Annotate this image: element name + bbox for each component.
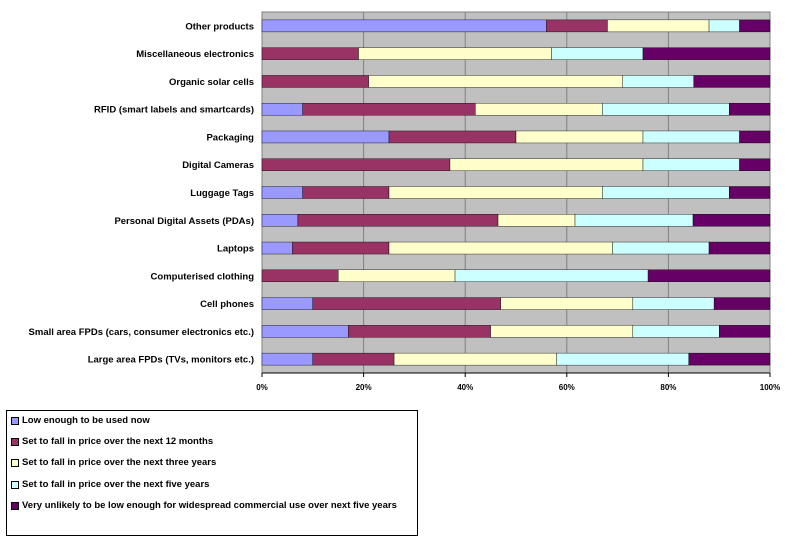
x-tick-label: 60% xyxy=(559,383,575,392)
bar-segment xyxy=(546,19,608,33)
category-label: RFID (smart labels and smartcards) xyxy=(94,105,254,116)
category-label: Packaging xyxy=(206,132,254,143)
x-tick-label: 40% xyxy=(457,383,473,392)
legend-label: Set to fall in price over the next five … xyxy=(22,479,210,490)
legend-label: Very unlikely to be low enough for wides… xyxy=(22,500,397,511)
bar-segment xyxy=(261,325,349,338)
category-label: Miscellaneous electronics xyxy=(136,49,254,60)
legend-entry: Set to fall in price over the next three… xyxy=(11,457,411,468)
legend-entry: Set to fall in price over the next five … xyxy=(11,479,411,490)
category-label: Other products xyxy=(185,21,254,32)
bar-segment xyxy=(602,186,730,199)
category-label: Computerised clothing xyxy=(151,271,255,282)
bar-segment xyxy=(708,241,771,255)
bar-segment xyxy=(632,325,720,338)
bar-segment xyxy=(261,47,359,60)
bar-segment xyxy=(713,297,771,310)
bar-segment xyxy=(454,269,649,283)
bar-segment xyxy=(312,297,501,310)
category-label: Large area FPDs (TVs, monitors etc.) xyxy=(88,355,254,366)
bar-segment xyxy=(368,75,623,88)
bar-segment xyxy=(312,352,395,366)
bar-segment xyxy=(693,75,771,88)
bar-segment xyxy=(297,214,499,227)
bar-segment xyxy=(612,241,710,255)
bar-segment xyxy=(388,130,517,144)
legend-entry: Set to fall in price over the next 12 mo… xyxy=(11,436,411,447)
chart-legend: Low enough to be used now Set to fall in … xyxy=(6,410,418,536)
bar-segment xyxy=(719,325,771,338)
category-label: Organic solar cells xyxy=(169,77,254,88)
bar-segment xyxy=(261,297,313,310)
category-label: Personal Digital Assets (PDAs) xyxy=(114,216,254,227)
legend-label: Set to fall in price over the next three… xyxy=(22,457,217,468)
bar-segment xyxy=(490,325,634,338)
bar-segment xyxy=(388,186,603,199)
bar-segment xyxy=(500,297,634,310)
bar-segment xyxy=(688,352,771,366)
bar-segment xyxy=(261,269,339,283)
bar-segment xyxy=(607,19,710,33)
bar-segment xyxy=(551,47,644,60)
legend-swatch xyxy=(11,438,19,446)
bar-segment xyxy=(475,102,603,116)
bar-segment xyxy=(739,19,771,33)
bar-segment xyxy=(449,158,644,171)
bar-segment xyxy=(261,214,299,227)
bar-segment xyxy=(261,75,369,88)
bar-segment xyxy=(292,241,390,255)
category-label: Laptops xyxy=(217,244,254,255)
x-tick-label: 0% xyxy=(256,383,268,392)
bar-segment xyxy=(708,19,740,33)
bar-segment xyxy=(642,130,740,144)
bar-segment xyxy=(647,269,771,283)
x-tick-label: 100% xyxy=(760,383,780,392)
category-label: Luggage Tags xyxy=(190,188,254,199)
bar-segment xyxy=(739,158,771,171)
x-tick-label: 80% xyxy=(660,383,676,392)
x-tick-label: 20% xyxy=(356,383,372,392)
legend-entry: Low enough to be used now xyxy=(11,415,411,426)
bar-segment xyxy=(261,241,293,255)
legend-entry: Very unlikely to be low enough for wides… xyxy=(11,500,411,511)
legend-swatch xyxy=(11,481,19,489)
bar-segment xyxy=(622,75,694,88)
bar-segment xyxy=(261,352,313,366)
bar-segment xyxy=(729,186,771,199)
category-label: Small area FPDs (cars, consumer electron… xyxy=(29,327,254,338)
bar-segment xyxy=(358,47,552,60)
bar-segment xyxy=(729,102,771,116)
legend-label: Set to fall in price over the next 12 mo… xyxy=(22,436,214,447)
bar-segment xyxy=(515,130,644,144)
bar-segment xyxy=(632,297,715,310)
legend-swatch xyxy=(11,417,19,425)
bar-segment xyxy=(348,325,491,338)
bar-segment xyxy=(338,269,456,283)
bar-segment xyxy=(574,214,694,227)
bar-segment xyxy=(739,130,771,144)
bar-segment xyxy=(261,102,303,116)
bar-segment xyxy=(261,186,303,199)
bar-segment xyxy=(602,102,730,116)
bar-segment xyxy=(642,158,740,171)
bar-segment xyxy=(692,214,771,227)
legend-swatch xyxy=(11,459,19,467)
bar-segment xyxy=(261,130,390,144)
category-label: Digital Cameras xyxy=(182,160,254,171)
bar-segment xyxy=(393,352,557,366)
category-label: Cell phones xyxy=(200,299,254,310)
legend-swatch xyxy=(11,502,19,510)
bar-segment xyxy=(388,241,613,255)
legend-label: Low enough to be used now xyxy=(22,415,150,426)
bar-segment xyxy=(261,19,547,33)
bar-segment xyxy=(642,47,771,60)
bar-segment xyxy=(261,158,451,171)
bar-segment xyxy=(497,214,576,227)
bar-segment xyxy=(302,102,476,116)
bar-segment xyxy=(556,352,689,366)
bar-segment xyxy=(302,186,390,199)
